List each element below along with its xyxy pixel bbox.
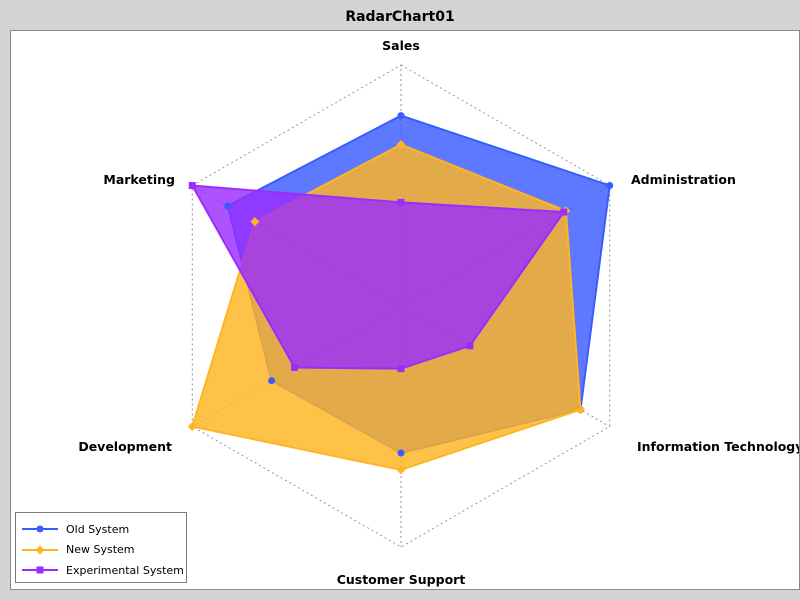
data-point-new-system-marketing bbox=[250, 217, 260, 227]
data-point-new-system-sales bbox=[396, 140, 406, 150]
data-point-experimental-system-development bbox=[291, 363, 299, 371]
data-point-new-system-development bbox=[187, 422, 197, 431]
data-point-old-system-marketing bbox=[224, 202, 232, 210]
data-point-old-system-customer-support bbox=[397, 449, 405, 457]
plot-area: Sales Administration Information Technolog… bbox=[10, 30, 800, 590]
legend-item-experimental-system: Experimental System bbox=[22, 561, 184, 579]
legend: Old System New System Experimental System bbox=[15, 512, 187, 583]
legend-item-old-system: Old System bbox=[22, 520, 129, 538]
data-point-experimental-system-sales bbox=[397, 198, 405, 206]
axis-label-development: Development bbox=[78, 439, 172, 454]
data-point-new-system-information-technology bbox=[575, 405, 585, 415]
radar-chart: Sales Administration Information Technolog… bbox=[78, 38, 800, 587]
legend-label: New System bbox=[66, 543, 135, 556]
data-point-new-system-customer-support bbox=[396, 465, 406, 475]
legend-swatch-experimental-system bbox=[22, 566, 58, 574]
data-point-old-system-sales bbox=[397, 112, 405, 120]
legend-label: Experimental System bbox=[66, 563, 184, 577]
axis-label-marketing: Marketing bbox=[103, 172, 175, 187]
data-point-experimental-system-marketing bbox=[188, 182, 196, 189]
data-point-experimental-system-customer-support bbox=[397, 365, 405, 373]
chart-title: RadarChart01 bbox=[345, 9, 455, 25]
axis-label-information-technology: Information Technology bbox=[637, 439, 800, 454]
axis-label-administration: Administration bbox=[631, 172, 736, 187]
legend-label: Old System bbox=[66, 522, 130, 536]
legend-swatch-new-system bbox=[22, 545, 58, 554]
axis-label-customer-support: Customer Support bbox=[337, 572, 466, 587]
data-point-old-system-development bbox=[268, 377, 276, 385]
legend-swatch-old-system bbox=[22, 525, 58, 533]
data-point-old-system-administration bbox=[606, 182, 614, 189]
legend-item-new-system: New System bbox=[22, 541, 135, 559]
axis-label-sales: Sales bbox=[382, 38, 420, 53]
data-point-experimental-system-administration bbox=[560, 208, 568, 216]
data-point-experimental-system-information-technology bbox=[466, 342, 474, 350]
